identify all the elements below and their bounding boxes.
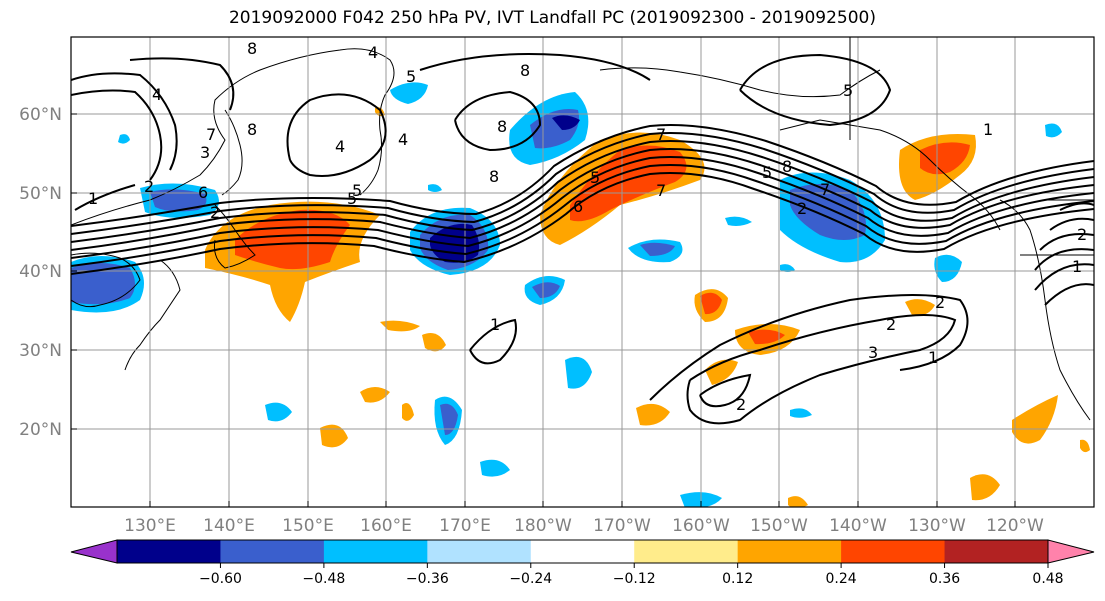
- shaded-anomalies: [71, 82, 1090, 507]
- longitude-labels: 130°E 140°E 150°E 160°E 170°E 180°W 170°…: [124, 516, 1044, 536]
- contour-label: 8: [497, 117, 507, 136]
- contour-label: 1: [1072, 257, 1082, 276]
- contour-label: 7: [206, 125, 216, 144]
- colorbar-tick-label: −0.12: [613, 571, 656, 587]
- contour-label: 8: [782, 157, 792, 176]
- contour-label: 4: [398, 130, 408, 149]
- lat-label: 40°N: [19, 262, 62, 282]
- colorbar-arrow-high: [1047, 539, 1095, 564]
- colorbar: −0.60 −0.48 −0.36 −0.24 −0.12 0.12 0.24 0.36 0.4…: [70, 539, 1095, 587]
- contour-label: 4: [368, 43, 378, 62]
- colorbar-tick-label: −0.60: [199, 571, 242, 587]
- colorbar-segment: [634, 540, 739, 563]
- contour-label: 2: [935, 293, 945, 312]
- colorbar-segment: [944, 540, 1049, 563]
- contour-label: 5: [590, 168, 600, 187]
- lon-label: 170°E: [439, 516, 491, 536]
- lon-label: 180°W: [514, 516, 572, 536]
- lon-label: 160°E: [360, 516, 412, 536]
- lon-label: 130°W: [908, 516, 966, 536]
- contour-label: 1: [490, 315, 500, 334]
- lat-label: 20°N: [19, 420, 62, 440]
- colorbar-segment: [117, 540, 221, 563]
- colorbar-tick-label: 0.12: [722, 571, 753, 587]
- contour-label: 2: [144, 177, 154, 196]
- colorbar-segment: [427, 540, 532, 563]
- colorbar-arrow-low: [70, 539, 118, 564]
- colorbar-tick-label: −0.48: [302, 571, 345, 587]
- contour-label: 3: [868, 343, 878, 362]
- map-title: 2019092000 F042 250 hPa PV, IVT Landfall…: [228, 8, 876, 28]
- colorbar-segment: [530, 540, 635, 563]
- contour-label: 4: [152, 85, 162, 104]
- contour-label: 2: [736, 395, 746, 414]
- lon-label: 140°E: [203, 516, 255, 536]
- contour-labels: 8 4 5 8 5 4 1 2 5 8 8 6 5 7 7 5 8 2 7 1 …: [88, 39, 1087, 414]
- contour-label: 8: [520, 61, 530, 80]
- colorbar-segment: [737, 540, 842, 563]
- lat-label: 60°N: [19, 105, 62, 125]
- contour-label: 5: [406, 67, 416, 86]
- colorbar-segment: [323, 540, 428, 563]
- colorbar-tick-label: −0.36: [406, 571, 449, 587]
- colorbar-tick-label: −0.24: [509, 571, 552, 587]
- contour-label: 1: [928, 348, 938, 367]
- pv-contours: [71, 53, 1094, 425]
- lon-label: 130°E: [124, 516, 176, 536]
- contour-label: 5: [347, 189, 357, 208]
- lon-label: 150°W: [750, 516, 808, 536]
- contour-label: 6: [198, 183, 208, 202]
- contour-label: 3: [200, 143, 210, 162]
- colorbar-segment: [841, 540, 946, 563]
- lon-label: 140°W: [829, 516, 887, 536]
- contour-label: 7: [820, 180, 830, 199]
- contour-label: 8: [247, 39, 257, 58]
- contour-label: 4: [335, 137, 345, 156]
- contour-label: 7: [656, 125, 666, 144]
- contour-label: 6: [573, 197, 583, 216]
- contour-label: 5: [352, 181, 362, 200]
- lat-label: 30°N: [19, 341, 62, 361]
- contour-label: 5: [843, 81, 853, 100]
- contour-label: 1: [983, 120, 993, 139]
- lon-label: 160°W: [672, 516, 730, 536]
- colorbar-tick-label: 0.48: [1032, 571, 1063, 587]
- contour-label: 5: [762, 163, 772, 182]
- gridlines: [71, 37, 1094, 507]
- lat-label: 50°N: [19, 184, 62, 204]
- colorbar-segment: [220, 540, 325, 563]
- contour-label: 8: [247, 120, 257, 139]
- colorbar-ticks: −0.60 −0.48 −0.36 −0.24 −0.12 0.12 0.24 0.36 0.4…: [199, 563, 1064, 587]
- colorbar-segments: [116, 539, 1049, 564]
- contour-label: 2: [797, 199, 807, 218]
- map-border: [70, 36, 1095, 508]
- colorbar-tick-label: 0.36: [929, 571, 960, 587]
- contour-label: 1: [88, 189, 98, 208]
- contour-label: 2: [1077, 225, 1087, 244]
- contour-label: 2: [210, 203, 220, 222]
- contour-label: 8: [489, 167, 499, 186]
- latitude-labels: 60°N 50°N 40°N 30°N 20°N: [19, 105, 62, 440]
- contour-label: 2: [886, 315, 896, 334]
- lon-label: 120°W: [986, 516, 1044, 536]
- contour-label: 7: [656, 181, 666, 200]
- lon-label: 150°E: [282, 516, 334, 536]
- axis-ticks: [71, 113, 1016, 507]
- colorbar-tick-label: 0.24: [826, 571, 857, 587]
- lon-label: 170°W: [593, 516, 651, 536]
